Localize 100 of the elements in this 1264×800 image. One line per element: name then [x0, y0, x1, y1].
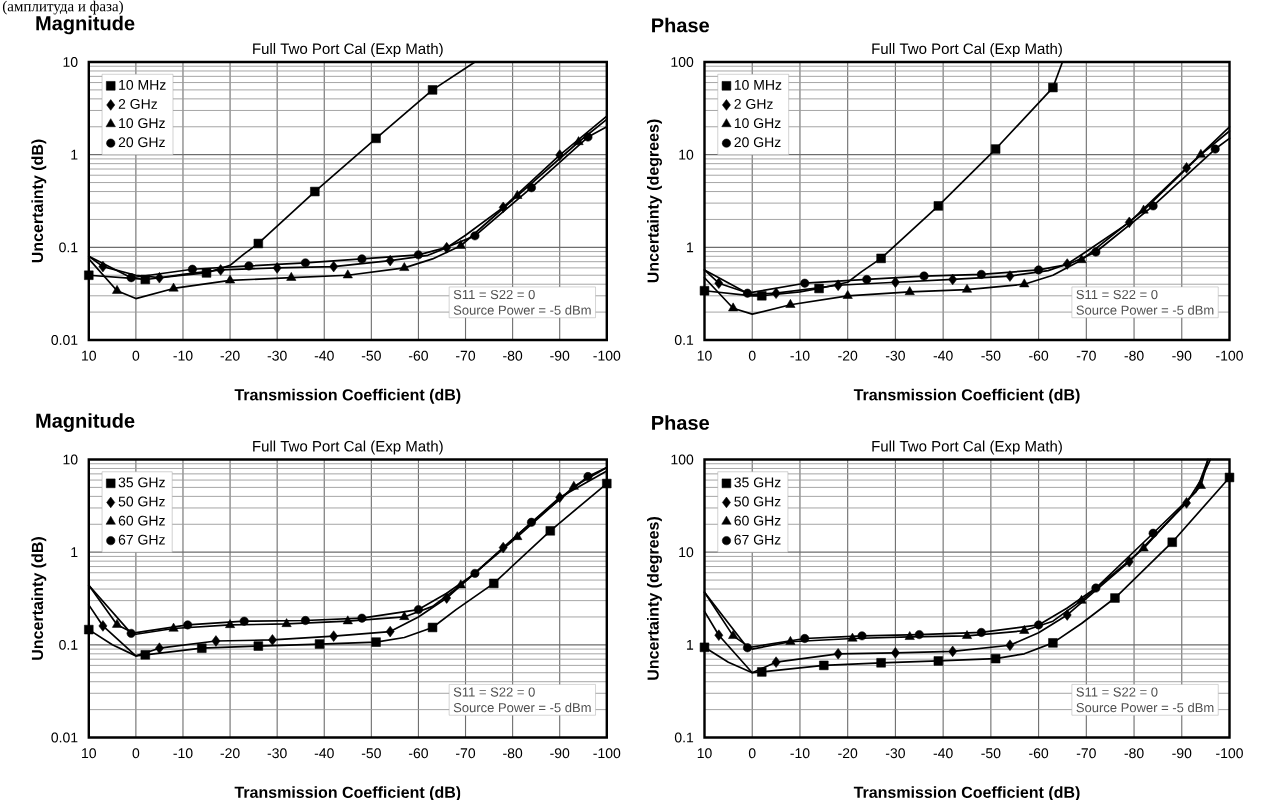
- y-axis-title: Uncertainty (dB): [31, 537, 47, 660]
- y-tick-label: 1: [687, 640, 694, 650]
- y-tick-label: 1: [687, 242, 694, 253]
- text: (амплитуда и фаза): [2, 0, 123, 15]
- y-tick-label: 0.01: [51, 732, 78, 743]
- chart-subtitle: Full Two Port Cal (Exp Math): [253, 43, 443, 57]
- legend-label: 20 GHz: [734, 137, 781, 148]
- y-tick-label: 0.1: [59, 639, 78, 650]
- y-tick-label: 10: [679, 547, 694, 558]
- x-axis-title: Transmission Coefficient (dB): [234, 388, 461, 404]
- annotation: Source Power = -5 dBm: [453, 305, 591, 315]
- x-tick-label: -40: [933, 350, 953, 361]
- y-tick-label: 1: [71, 149, 78, 160]
- y-axis-title: Uncertainty (degrees): [647, 119, 662, 283]
- x-tick-label: 0: [132, 748, 140, 759]
- y-axis-title: Uncertainty (degrees): [647, 517, 662, 680]
- annotation: Source Power = -5 dBm: [1076, 702, 1214, 713]
- legend-label: 67 GHz: [734, 534, 781, 545]
- x-tick-label: 10: [82, 350, 97, 361]
- annotation: Source Power = -5 dBm: [1076, 305, 1214, 315]
- x-tick-label: -60: [408, 350, 428, 361]
- x-tick-label: 10: [697, 350, 712, 361]
- chart-subtitle: Full Two Port Cal (Exp Math): [872, 43, 1062, 57]
- chart-subtitle: Full Two Port Cal (Exp Math): [872, 440, 1062, 455]
- annotation: S11 = S22 = 0: [1076, 289, 1158, 300]
- x-tick-label: -70: [456, 350, 476, 361]
- x-tick-label: -60: [1029, 350, 1049, 361]
- y-tick-label: 0.1: [674, 732, 694, 743]
- chart-title: Phase: [652, 17, 709, 33]
- y-tick-label: 0.1: [59, 242, 78, 253]
- legend-label: 50 GHz: [734, 496, 781, 507]
- x-tick-label: -80: [503, 748, 523, 759]
- x-tick-label: -20: [838, 748, 858, 759]
- legend-label: 2 GHz: [118, 99, 158, 109]
- y-tick-label: 0.1: [674, 335, 694, 345]
- legend-label: 50 GHz: [118, 496, 165, 507]
- x-tick-label: -70: [456, 748, 476, 759]
- x-axis-title: Transmission Coefficient (dB): [853, 388, 1080, 404]
- chart-title: Magnitude: [36, 15, 135, 35]
- x-tick-label: -90: [550, 748, 570, 759]
- annotation: Source Power = -5 dBm: [453, 702, 591, 713]
- x-tick-label: -40: [314, 748, 334, 759]
- x-tick-label: -50: [981, 350, 1001, 361]
- x-tick-label: -60: [1029, 748, 1049, 759]
- x-tick-label: -10: [790, 748, 810, 759]
- x-tick-label: -60: [408, 748, 428, 759]
- x-tick-label: 10: [697, 748, 712, 759]
- y-tick-label: 10: [63, 454, 78, 465]
- x-tick-label: -90: [1172, 350, 1192, 361]
- x-tick-label: -100: [1216, 350, 1243, 361]
- chart-title: Magnitude: [36, 413, 135, 432]
- legend-label: 60 GHz: [734, 515, 781, 526]
- x-tick-label: -20: [838, 350, 858, 361]
- x-tick-label: -50: [981, 748, 1001, 759]
- y-axis-title: Uncertainty (dB): [31, 139, 47, 263]
- legend-label: 35 GHz: [734, 477, 781, 488]
- x-tick-label: -20: [220, 748, 240, 759]
- x-tick-label: -30: [885, 350, 905, 361]
- x-tick-label: -90: [1172, 748, 1192, 759]
- legend-label: 2 GHz: [734, 99, 773, 109]
- x-tick-label: -30: [267, 748, 287, 759]
- x-tick-label: 0: [748, 748, 756, 759]
- x-tick-label: -100: [593, 748, 621, 759]
- x-tick-label: -100: [1216, 748, 1243, 759]
- x-tick-label: -30: [267, 350, 287, 361]
- chart-subtitle: Full Two Port Cal (Exp Math): [253, 440, 443, 455]
- x-tick-label: -70: [1076, 350, 1096, 361]
- x-tick-label: 0: [748, 350, 756, 361]
- x-tick-label: -10: [173, 350, 193, 361]
- x-tick-label: -80: [503, 350, 523, 361]
- y-tick-label: 100: [671, 454, 694, 465]
- legend-label: 10 MHz: [734, 79, 782, 90]
- y-tick-label: 10: [63, 57, 78, 67]
- x-tick-label: -40: [933, 748, 953, 759]
- legend-label: 10 MHz: [119, 79, 166, 90]
- x-tick-label: -70: [1076, 748, 1096, 759]
- x-tick-label: -40: [314, 350, 334, 361]
- legend-label: 10 GHz: [119, 118, 165, 129]
- legend-label: 20 GHz: [118, 137, 165, 148]
- annotation: S11 = S22 = 0: [453, 687, 535, 697]
- x-tick-label: -20: [220, 350, 240, 361]
- x-tick-label: -50: [361, 350, 381, 361]
- x-tick-label: -50: [361, 748, 381, 759]
- y-tick-label: 100: [671, 57, 694, 67]
- x-tick-label: -100: [593, 350, 621, 361]
- chart-title: Phase: [652, 415, 709, 430]
- x-tick-label: -80: [1124, 350, 1144, 361]
- x-tick-label: -80: [1124, 748, 1144, 759]
- y-tick-label: 10: [679, 149, 694, 160]
- legend-label: 35 GHz: [118, 477, 165, 488]
- x-tick-label: 10: [82, 748, 97, 759]
- annotation: S11 = S22 = 0: [453, 289, 535, 300]
- x-tick-label: -10: [790, 350, 810, 361]
- legend-label: 67 GHz: [118, 534, 165, 545]
- x-tick-label: -10: [173, 748, 193, 759]
- y-tick-label: 0.01: [51, 335, 78, 345]
- y-tick-label: 1: [71, 547, 78, 557]
- x-tick-label: -30: [885, 748, 905, 759]
- annotation: S11 = S22 = 0: [1076, 687, 1158, 697]
- x-tick-label: -90: [550, 350, 570, 361]
